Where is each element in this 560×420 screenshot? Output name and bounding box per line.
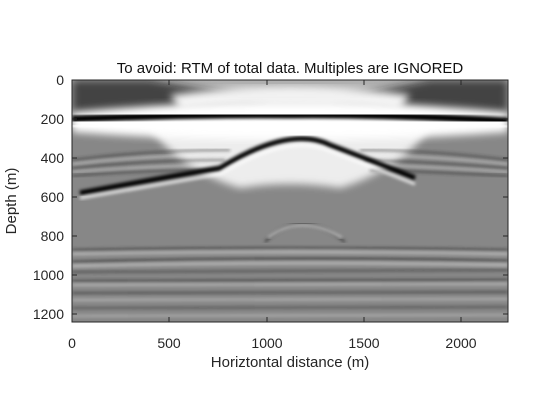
y-axis-label: Depth (m) (3, 168, 20, 235)
axes-frame (71, 79, 509, 323)
y-tick-label: 0 (56, 72, 64, 88)
y-tick-label: 800 (41, 228, 65, 244)
y-tick-label: 1000 (33, 267, 64, 283)
y-tick-label: 200 (41, 111, 65, 127)
y-tick-label: 600 (41, 189, 65, 205)
seismic-image (72, 80, 508, 322)
y-tick-marks (72, 79, 508, 315)
x-tick-label: 500 (157, 335, 181, 351)
figure-title: To avoid: RTM of total data. Multiples a… (117, 60, 464, 77)
x-tick-label: 1000 (251, 335, 282, 351)
y-tick-label: 400 (41, 150, 65, 166)
x-tick-label: 0 (68, 335, 76, 351)
x-axis-label: Horiztontal distance (m) (211, 354, 369, 371)
x-tick-label: 2000 (445, 335, 476, 351)
x-tick-marks (71, 80, 462, 322)
x-tick-label: 1500 (348, 335, 379, 351)
y-tick-label: 1200 (33, 306, 64, 322)
